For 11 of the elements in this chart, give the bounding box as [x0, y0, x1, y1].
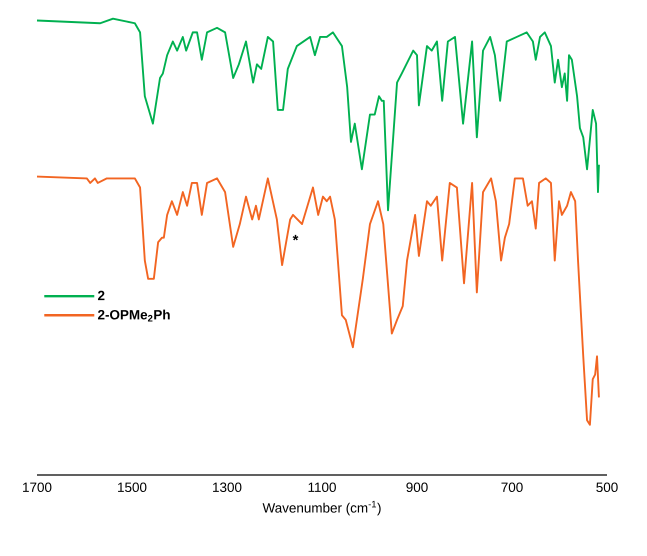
x-tick-label: 1300: [213, 482, 242, 492]
x-tick-label: 1500: [118, 482, 146, 492]
x-tick-label: 1100: [308, 482, 336, 492]
x-tick-label: 900: [406, 482, 428, 492]
x-tick-label: 500: [596, 482, 618, 492]
legend-label: 2: [98, 290, 104, 300]
annotation: *: [292, 234, 298, 240]
legend-label: 2-OPMe$_{2}$Ph: [98, 310, 170, 322]
x-tick-label: 1700: [23, 482, 52, 492]
x-tick-label: 700: [501, 482, 523, 492]
x-axis-title: Wavenumber (cm$^{-1}$): [262, 500, 381, 516]
